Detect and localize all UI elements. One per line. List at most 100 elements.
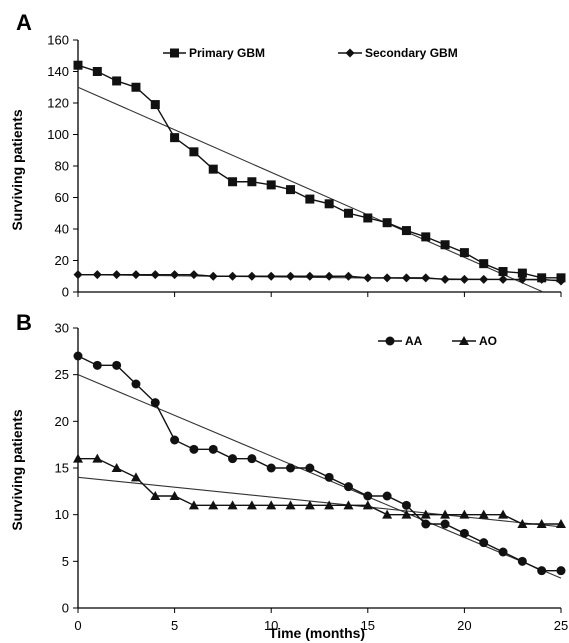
panel-b-series-1-point: [150, 398, 160, 408]
panel-a-series-1-point: [228, 177, 238, 187]
panel-a-series-2-point: [343, 271, 353, 281]
panel-a-y-tick-label: 0: [62, 285, 69, 300]
panel-b-legend-marker-1: [385, 336, 395, 346]
panel-b-series: [73, 351, 566, 576]
panel-b-series-1-point: [189, 444, 199, 454]
panel-b-series-2-point: [478, 509, 489, 519]
panel-a-series-2-point: [517, 274, 527, 284]
panel-b-series-2-point: [536, 519, 547, 528]
panel-a-series-2-point: [92, 270, 102, 280]
panel-b-series-1-point: [479, 538, 489, 548]
panel-a-series-2-point: [305, 271, 315, 281]
panel-a-y-tick-label: 120: [47, 96, 69, 111]
panel-b-series-2-point: [169, 491, 180, 500]
panel-a-series-2-point: [556, 276, 566, 286]
panel-a-y-axis-label: Surviving patients: [9, 109, 25, 231]
panel-b-x-tick-label: 5: [171, 618, 178, 633]
panel-b-trendlines: [77, 374, 562, 579]
panel-b-series-2-point: [343, 500, 354, 510]
panel-a-series-1-point: [421, 232, 431, 242]
panel-b-axes: [77, 328, 561, 609]
panel-a-series-2-point: [170, 270, 180, 280]
panel-b-series-1-point: [247, 454, 257, 464]
panel-b-series-2-point: [285, 500, 296, 510]
panel-a-series-1-point: [208, 164, 218, 174]
panel-b-series-1-point: [459, 528, 469, 538]
panel-b-series-1-point: [112, 360, 122, 370]
panel-b-trendline-1: [77, 374, 562, 579]
panel-a-legend-marker-2: [345, 48, 355, 58]
panel-a-series-2-point: [150, 270, 160, 280]
panel-b-series-2-point: [517, 519, 528, 528]
panel-a-series-1-point: [92, 67, 102, 76]
panel-a-series-2-point: [498, 274, 508, 284]
panel-a-series-line-1: [77, 64, 561, 279]
panel-a-series-2-point: [401, 273, 411, 283]
panel-b-y-tick-label: 25: [55, 367, 69, 382]
panel-a-series-1-point: [305, 194, 315, 204]
panel-b-x-tick-label: 20: [457, 618, 471, 633]
panel-b-legend-label-1: AA: [405, 334, 423, 348]
panel-a-series-2-point: [228, 271, 238, 281]
panel-b-series-1-point: [363, 491, 373, 501]
panel-a-series-1-point: [343, 208, 353, 218]
panel-b-series-2-point: [420, 509, 431, 519]
panel-a-series-2-point: [247, 271, 257, 281]
panel-a-series-1-point: [382, 218, 392, 228]
panel-a-series-2-point: [363, 273, 373, 283]
panel-b-series-2-point: [208, 500, 219, 510]
panel-b-legend-marker-2: [459, 336, 469, 345]
panel-b-y-tick-label: 20: [55, 414, 69, 429]
panel-b-series-line-1: [77, 355, 561, 572]
panel-b-series-1-point: [73, 351, 83, 361]
panel-a-series-1-point: [363, 213, 373, 223]
panel-a-series-1-point: [479, 259, 489, 269]
panel-b-y-tick-label: 30: [55, 321, 69, 336]
panel-a-trendline-1: [77, 86, 544, 293]
panel-a-y-tick-label: 40: [55, 222, 69, 237]
panel-a-axes: [77, 40, 561, 293]
panel-b-series-1-point: [286, 463, 296, 473]
panel-b-series-1-point: [440, 519, 450, 529]
panel-a-series-2-point: [324, 271, 334, 281]
panel-b-series-1-point: [266, 463, 276, 473]
panel-b-series-1-point: [228, 454, 238, 464]
panel-a-series-2-point: [112, 270, 122, 280]
panel-b-series-1-point: [556, 566, 566, 576]
panel-a-series-1-point: [324, 199, 334, 209]
panel-b-series-2-point: [362, 500, 373, 510]
panel-a-series-1-point: [247, 177, 257, 187]
panel-b-series-2-point: [188, 500, 199, 510]
panel-a-series-1-point: [440, 240, 450, 250]
panel-b-series-2-point: [304, 500, 315, 510]
panel-a-legend-marker-1: [170, 48, 179, 58]
panel-b-series-1-point: [401, 500, 411, 510]
x-axis-label: Time (months): [269, 625, 365, 641]
panel-b-series-2-point: [324, 500, 335, 510]
panel-a-y-tick-label: 80: [55, 159, 69, 174]
panel-a-series: [73, 60, 566, 286]
panel-a-legend-label-1: Primary GBM: [189, 46, 265, 60]
panel-b-legend: AA AO: [378, 334, 497, 348]
panel-b-y-axis-label: Surviving patients: [9, 409, 25, 531]
panel-a-series-2-point: [208, 271, 218, 281]
panel-b-series-1-point: [92, 360, 102, 370]
panel-a-series-1-point: [459, 248, 469, 258]
panel-b-ticks: 0 5 10 15 20 25 30 0 5 10 15 20 25: [55, 321, 569, 634]
panel-b-series-2-point: [459, 509, 470, 519]
panel-a-series-2-point: [73, 270, 83, 280]
panel-b-y-tick-label: 10: [55, 507, 69, 522]
panel-a-series-2-point: [537, 274, 547, 284]
panel-b-series-2-point: [401, 509, 412, 519]
panel-a-series-2-point: [421, 273, 431, 283]
panel-b-series-1-point: [382, 491, 392, 501]
panel-a: A Surviving patients 0 20 40 60 80 100 120 140 1…: [9, 10, 566, 300]
panel-a-series-2-point: [266, 271, 276, 281]
panel-b-series-2-point: [92, 453, 103, 463]
panel-b-x-tick-label: 15: [361, 618, 375, 633]
panel-b-series-1-point: [537, 566, 547, 576]
panel-a-y-tick-label: 100: [47, 127, 69, 142]
panel-a-series-2-point: [189, 270, 199, 280]
panel-b-series-2-point: [440, 509, 451, 519]
panel-a-legend: Primary GBM Secondary GBM: [163, 46, 458, 60]
